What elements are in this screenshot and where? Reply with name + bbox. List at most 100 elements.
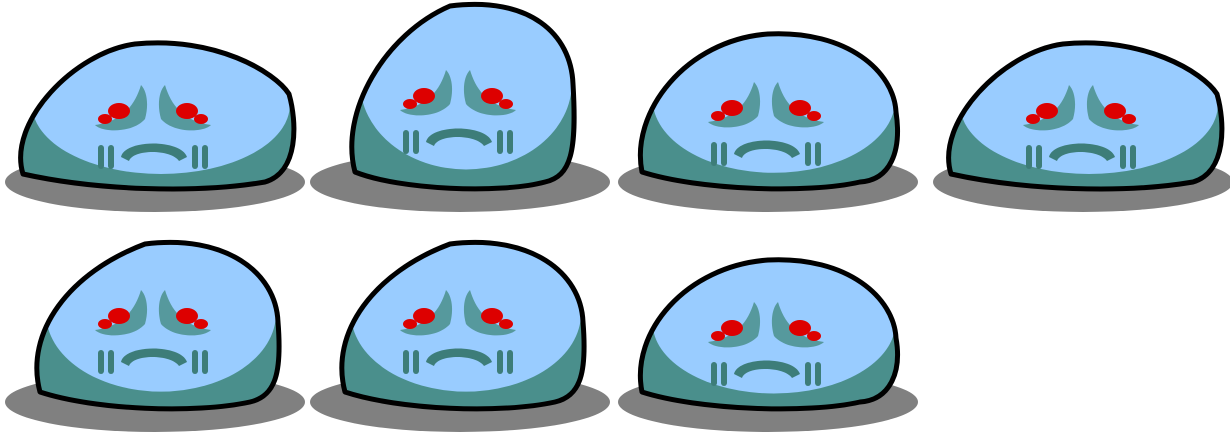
slime-outline: [34, 240, 282, 412]
red-eye-small: [194, 114, 208, 124]
mouth-drip: [202, 145, 208, 169]
mouth-drip: [497, 350, 503, 374]
mouth-drip: [815, 362, 821, 386]
red-eye-small: [499, 319, 513, 329]
red-eye: [789, 320, 811, 336]
eye-socket: [95, 85, 148, 131]
mouth-drip: [1036, 145, 1042, 169]
eye-socket: [400, 70, 453, 116]
red-eye-small: [807, 331, 821, 341]
slime-frame-1: [5, 40, 305, 212]
slime-frame-3: [618, 31, 918, 212]
mouth-drip: [403, 350, 409, 374]
red-eye: [1104, 103, 1126, 119]
red-eye-small: [1122, 114, 1136, 124]
red-eye: [721, 100, 743, 116]
mouth-drip: [805, 142, 811, 166]
mouth-drip: [721, 142, 727, 166]
red-eye-small: [98, 319, 112, 329]
slime-outline: [339, 240, 587, 412]
slime-frame-7: [618, 257, 918, 432]
red-eye: [789, 100, 811, 116]
mouth-drip: [202, 350, 208, 374]
slime-outline: [18, 40, 297, 192]
frown-mouth: [734, 360, 800, 378]
red-eye: [176, 103, 198, 119]
mouth-drip: [1026, 145, 1032, 169]
slime-face: [400, 290, 516, 374]
mouth-drip: [403, 130, 409, 154]
red-eye-small: [711, 331, 725, 341]
mouth-drip: [805, 362, 811, 386]
frown-mouth: [1049, 143, 1115, 161]
eye-socket: [708, 302, 761, 348]
eye-socket: [771, 302, 824, 348]
slime-face: [708, 82, 824, 166]
mouth-drip: [192, 145, 198, 169]
red-eye: [721, 320, 743, 336]
frown-mouth: [734, 140, 800, 158]
eye-socket: [1086, 85, 1139, 131]
red-eye-small: [1026, 114, 1040, 124]
eye-socket: [400, 290, 453, 336]
mouth-drip: [507, 350, 513, 374]
slime-outline: [349, 2, 577, 192]
eye-socket: [708, 82, 761, 128]
red-eye-small: [711, 111, 725, 121]
red-eye: [413, 308, 435, 324]
red-eye-small: [98, 114, 112, 124]
red-eye: [481, 88, 503, 104]
slime-face: [95, 85, 211, 169]
slime-face: [1023, 85, 1139, 169]
red-eye-small: [807, 111, 821, 121]
red-eye: [481, 308, 503, 324]
red-eye-small: [194, 319, 208, 329]
eye-socket: [158, 85, 211, 131]
eye-socket: [95, 290, 148, 336]
mouth-drip: [721, 362, 727, 386]
mouth-drip: [192, 350, 198, 374]
mouth-drip: [108, 145, 114, 169]
frown-mouth: [426, 348, 492, 366]
eye-socket: [463, 290, 516, 336]
red-eye-small: [403, 319, 417, 329]
frown-mouth: [121, 348, 187, 366]
red-eye: [108, 308, 130, 324]
mouth-drip: [497, 130, 503, 154]
slime-frame-4: [933, 40, 1230, 212]
mouth-drip: [507, 130, 513, 154]
mouth-drip: [98, 350, 104, 374]
eye-socket: [1023, 85, 1076, 131]
slime-outline: [638, 31, 900, 192]
frown-mouth: [121, 143, 187, 161]
slime-face: [400, 70, 516, 154]
eye-socket: [463, 70, 516, 116]
slime-outline: [946, 40, 1225, 192]
mouth-drip: [711, 362, 717, 386]
eye-socket: [771, 82, 824, 128]
frown-mouth: [426, 128, 492, 146]
mouth-drip: [413, 350, 419, 374]
mouth-drip: [98, 145, 104, 169]
slime-outline: [638, 257, 900, 412]
mouth-drip: [108, 350, 114, 374]
mouth-drip: [815, 142, 821, 166]
eye-socket: [158, 290, 211, 336]
red-eye: [1036, 103, 1058, 119]
slime-frame-2: [310, 2, 610, 212]
slime-face: [708, 302, 824, 386]
red-eye: [108, 103, 130, 119]
red-eye-small: [499, 99, 513, 109]
slime-face: [95, 290, 211, 374]
mouth-drip: [711, 142, 717, 166]
slime-frame-6: [310, 240, 610, 432]
mouth-drip: [1130, 145, 1136, 169]
red-eye: [176, 308, 198, 324]
mouth-drip: [413, 130, 419, 154]
red-eye: [413, 88, 435, 104]
mouth-drip: [1120, 145, 1126, 169]
slime-frame-5: [5, 240, 305, 432]
red-eye-small: [403, 99, 417, 109]
